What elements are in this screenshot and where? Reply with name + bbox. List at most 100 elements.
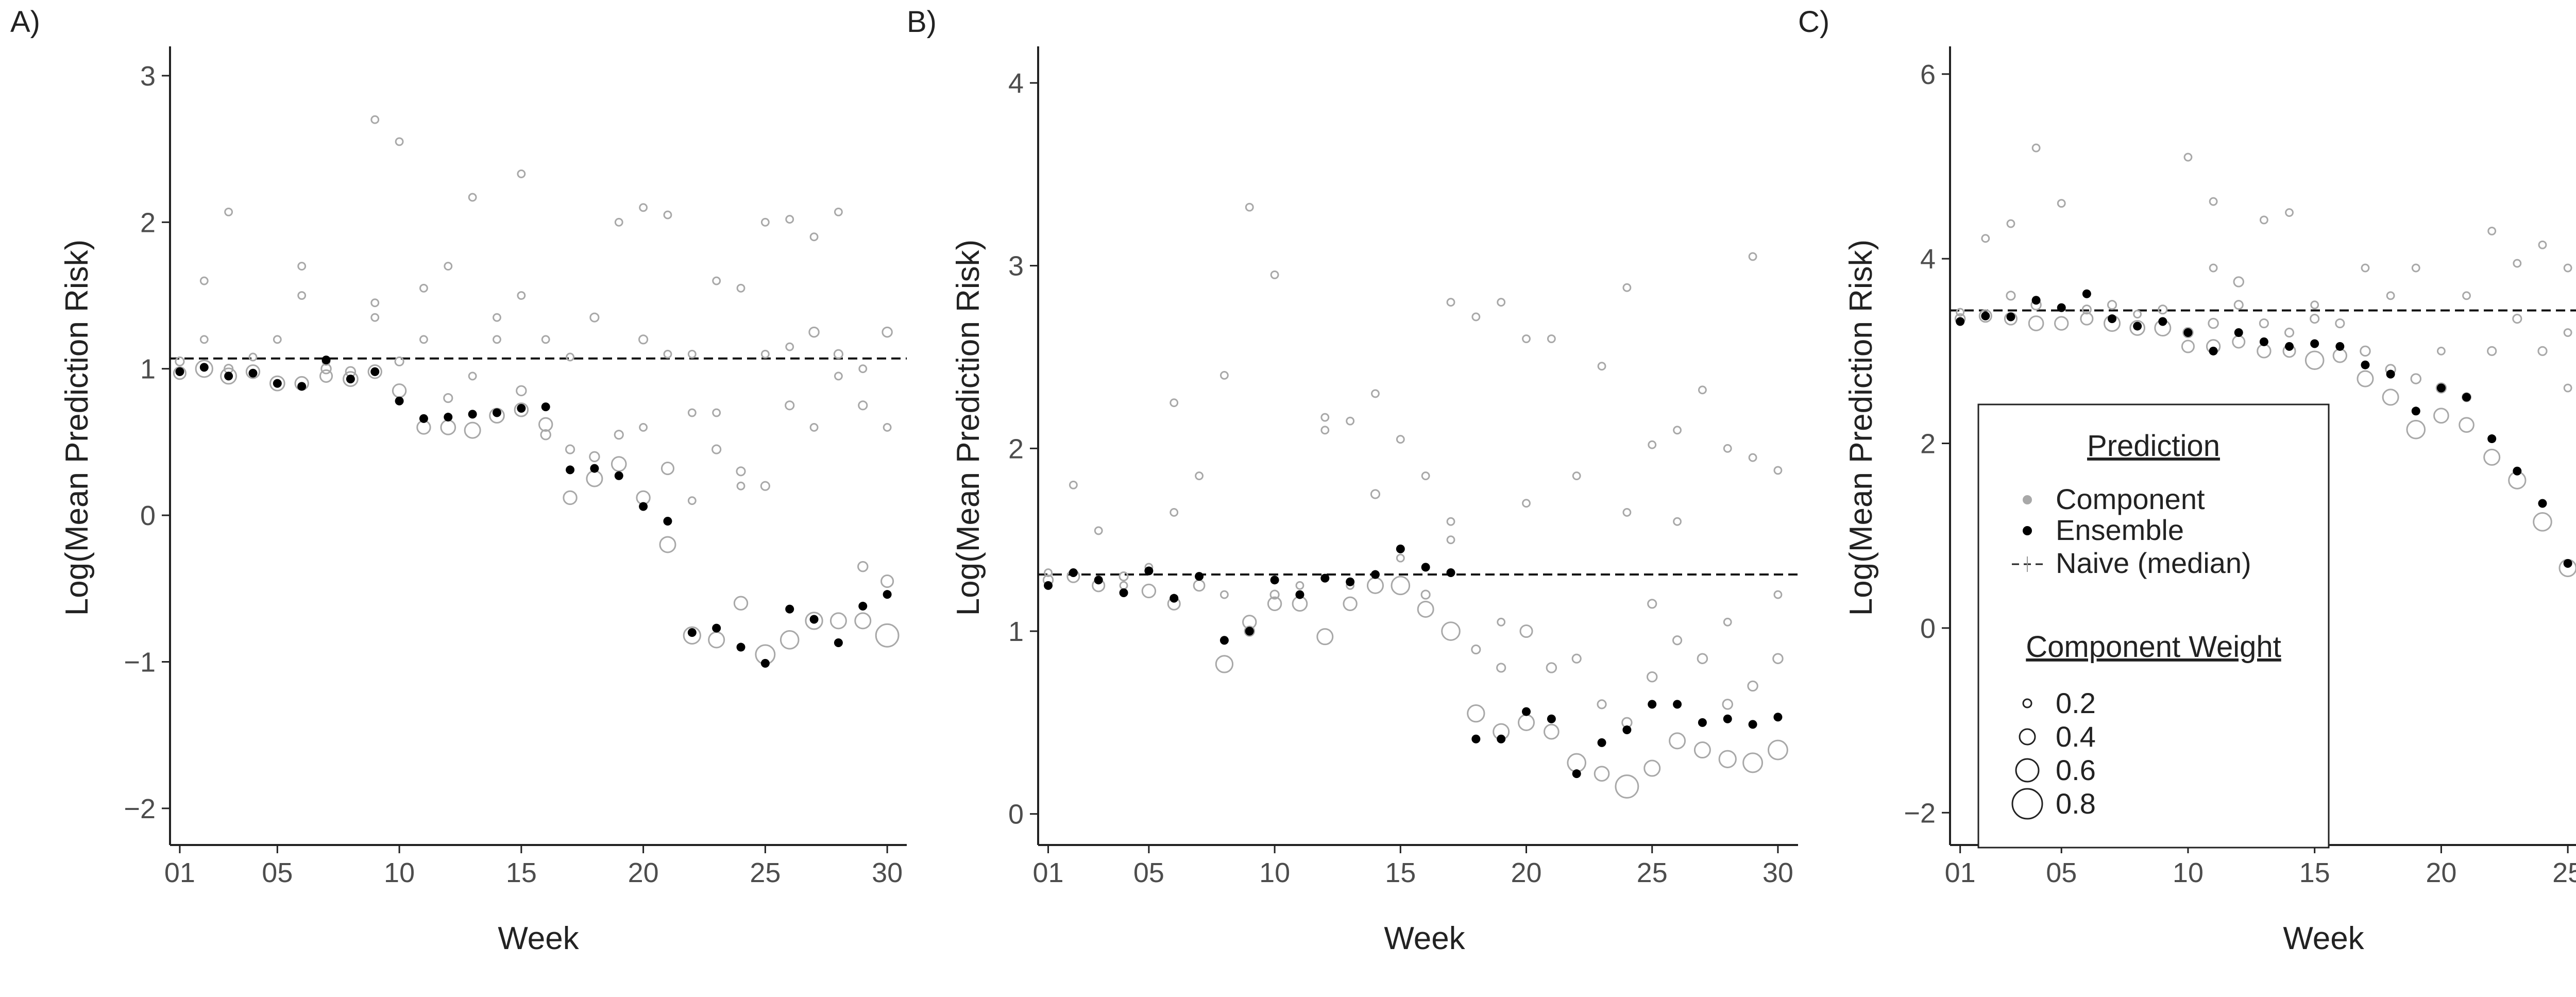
component-point <box>2209 263 2218 273</box>
component-point <box>1981 234 1990 243</box>
panel-c: C) Week Log(Mean Prediction Risk) −2 0 2 4 6… <box>1798 5 2576 956</box>
component-point <box>468 371 477 381</box>
component-point <box>1544 723 1560 740</box>
component-point <box>712 276 721 285</box>
component-point <box>1571 653 1582 664</box>
panel-label: B) <box>907 5 937 39</box>
ensemble-point <box>1421 563 1430 572</box>
y-tick-label: 0 <box>1008 799 1024 830</box>
component-point <box>833 349 843 359</box>
component-point <box>760 481 770 491</box>
component-point <box>1546 662 1557 673</box>
component-point <box>1673 426 1682 435</box>
component-point <box>2209 197 2218 206</box>
component-point <box>2459 417 2475 433</box>
ensemble-point <box>1748 720 1757 729</box>
ensemble-point <box>785 604 794 614</box>
component-point <box>2360 345 2371 357</box>
ensemble-point <box>199 363 209 372</box>
component-point <box>1978 309 1992 323</box>
component-point <box>2080 312 2094 326</box>
component-point <box>2335 318 2345 329</box>
component-point <box>195 360 213 378</box>
component-point <box>1646 671 1658 683</box>
component-point <box>1673 517 1682 526</box>
component-point <box>1467 704 1485 723</box>
x-tick-label: 15 <box>506 857 537 888</box>
ensemble-point <box>2285 342 2294 351</box>
component-point <box>2487 346 2497 356</box>
component-point <box>589 312 600 323</box>
ensemble-point <box>444 413 453 422</box>
component-point <box>809 232 819 242</box>
component-point <box>2208 317 2219 329</box>
component-point <box>517 291 526 300</box>
legend-box <box>1977 403 2330 849</box>
y-tick-label: 2 <box>1920 429 1936 460</box>
legend: Prediction Component Ensemble Naive (med… <box>1977 403 2330 849</box>
component-point <box>1446 517 1455 526</box>
component-point <box>1722 699 1733 710</box>
ensemble-point <box>883 590 892 599</box>
ensemble-point <box>1069 568 1078 578</box>
y-tick-label: 1 <box>140 354 156 385</box>
legend-weight-label: 0.8 <box>2056 787 2096 820</box>
component-point <box>1767 739 1788 761</box>
x-axis-title: Week <box>498 921 579 956</box>
component-point <box>395 137 404 146</box>
component-point <box>2563 383 2572 393</box>
ensemble-point <box>639 502 648 511</box>
component-point <box>2182 327 2194 339</box>
legend-weight-circle <box>2015 758 2040 783</box>
ensemble-point <box>1698 718 1707 727</box>
component-point <box>1622 508 1632 517</box>
component-point <box>708 631 725 649</box>
ensemble-point <box>1471 734 1481 743</box>
ensemble-point <box>1497 734 1506 743</box>
component-point <box>2332 348 2348 363</box>
x-axis-title: Week <box>1384 921 1465 956</box>
ensemble-point <box>760 658 770 668</box>
legend-ensemble-marker <box>2023 526 2032 535</box>
component-point <box>733 596 749 611</box>
component-point <box>736 481 745 491</box>
component-point <box>1697 653 1708 664</box>
component-point <box>586 470 603 487</box>
component-point <box>805 612 823 630</box>
component-point <box>854 612 872 630</box>
component-point <box>540 429 551 441</box>
component-point <box>2361 263 2370 273</box>
component-point <box>2081 305 2092 315</box>
ensemble-point <box>2158 317 2167 326</box>
component-point <box>2386 291 2395 300</box>
x-tick-label: 15 <box>1385 857 1416 888</box>
component-point <box>858 364 868 374</box>
component-point <box>1518 714 1535 731</box>
ensemble-point <box>395 396 404 405</box>
component-point <box>1647 599 1657 609</box>
component-point <box>1044 568 1053 577</box>
x-tick-label: 25 <box>750 857 781 888</box>
component-point <box>175 356 185 367</box>
component-point <box>683 626 701 645</box>
ensemble-point <box>1956 317 1965 326</box>
y-tick-label: 2 <box>1008 433 1024 464</box>
component-point <box>1643 759 1661 777</box>
x-tick-label: 10 <box>384 857 415 888</box>
component-point <box>493 313 501 322</box>
ensemble-point <box>614 471 623 480</box>
component-point <box>589 451 600 463</box>
panel-label: A) <box>10 5 40 39</box>
component-point <box>224 207 233 216</box>
component-point <box>1522 499 1531 508</box>
component-point <box>516 385 527 397</box>
component-point <box>760 217 770 227</box>
component-point <box>394 356 404 367</box>
component-point <box>1496 663 1506 673</box>
ensemble-point <box>1119 588 1128 598</box>
x-tick-label: 25 <box>1637 857 1668 888</box>
component-point <box>2563 263 2572 273</box>
component-point <box>541 335 550 344</box>
component-point <box>2433 408 2449 424</box>
component-point <box>834 207 843 216</box>
